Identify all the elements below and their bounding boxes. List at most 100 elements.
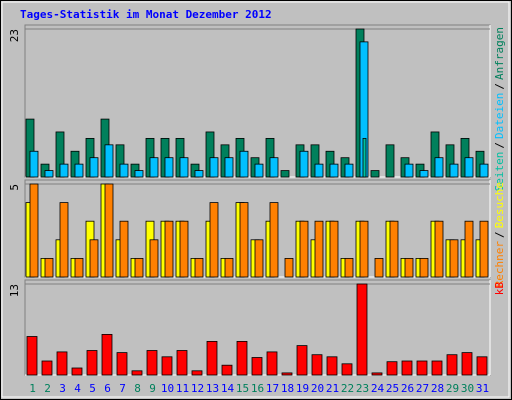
bar bbox=[29, 183, 39, 278]
bar bbox=[239, 150, 249, 178]
bar bbox=[209, 157, 219, 178]
bar bbox=[131, 370, 143, 376]
legend: kB bbox=[493, 282, 506, 296]
bar bbox=[194, 170, 204, 178]
bar bbox=[221, 364, 233, 376]
x-tick-label: 2 bbox=[44, 382, 51, 395]
panel bbox=[24, 24, 491, 178]
x-tick-label: 16 bbox=[251, 382, 264, 395]
bar bbox=[224, 157, 234, 178]
bar bbox=[329, 163, 339, 178]
bar bbox=[134, 170, 144, 178]
bar bbox=[254, 163, 264, 178]
bar bbox=[404, 257, 414, 278]
bar bbox=[224, 257, 234, 278]
x-tick-label: 30 bbox=[461, 382, 474, 395]
bar bbox=[371, 372, 383, 376]
bar bbox=[269, 202, 279, 278]
bar bbox=[146, 350, 158, 376]
x-tick-label: 21 bbox=[326, 382, 339, 395]
bar bbox=[89, 157, 99, 178]
bar bbox=[161, 356, 173, 376]
bar bbox=[149, 157, 159, 178]
x-tick-label: 11 bbox=[176, 382, 189, 395]
legend: Rechner / Besuche bbox=[493, 182, 506, 287]
bar bbox=[362, 137, 367, 178]
bar bbox=[461, 352, 473, 376]
bar bbox=[356, 283, 368, 376]
bar bbox=[314, 163, 324, 178]
bar bbox=[26, 336, 38, 376]
bar bbox=[59, 163, 69, 178]
bar bbox=[59, 202, 69, 278]
x-tick-label: 23 bbox=[356, 382, 369, 395]
x-tick-label: 26 bbox=[401, 382, 414, 395]
bar bbox=[449, 163, 459, 178]
x-tick-label: 20 bbox=[311, 382, 324, 395]
bar bbox=[479, 163, 489, 178]
bar bbox=[116, 352, 128, 376]
bar bbox=[44, 170, 54, 178]
x-tick-label: 14 bbox=[221, 382, 235, 395]
legend-entry: Dateien bbox=[493, 93, 506, 139]
bar bbox=[44, 257, 54, 278]
bar bbox=[269, 157, 279, 178]
bar bbox=[389, 220, 399, 278]
bar bbox=[134, 257, 144, 278]
legend-separator: / bbox=[493, 142, 506, 149]
bar bbox=[386, 361, 398, 376]
bar bbox=[119, 163, 129, 178]
bar bbox=[41, 360, 53, 376]
x-tick-label: 7 bbox=[119, 382, 126, 395]
x-tick-label: 18 bbox=[281, 382, 294, 395]
bar bbox=[359, 220, 369, 278]
bar bbox=[194, 257, 204, 278]
x-tick-label: 19 bbox=[296, 382, 309, 395]
legend-separator: / bbox=[493, 231, 506, 238]
bar bbox=[311, 354, 323, 376]
x-tick-label: 29 bbox=[446, 382, 459, 395]
x-tick-label: 17 bbox=[266, 382, 279, 395]
bar bbox=[104, 183, 114, 278]
bar bbox=[370, 170, 380, 178]
legend: Seiten / Dateien / Anfragen bbox=[493, 27, 506, 191]
x-tick-label: 4 bbox=[74, 382, 81, 395]
x-tick-label: 28 bbox=[431, 382, 444, 395]
x-tick-label: 31 bbox=[476, 382, 489, 395]
bar bbox=[101, 333, 113, 376]
y-tick-label: 13 bbox=[8, 284, 21, 297]
bar bbox=[329, 220, 339, 278]
x-tick-label: 13 bbox=[206, 382, 219, 395]
legend-entry: Anfragen bbox=[493, 27, 506, 80]
x-tick-label: 25 bbox=[386, 382, 399, 395]
y-tick-label: 5 bbox=[8, 184, 21, 191]
bar bbox=[404, 163, 414, 178]
bar bbox=[179, 220, 189, 278]
bar bbox=[464, 157, 474, 178]
bar bbox=[446, 354, 458, 376]
bar bbox=[284, 257, 294, 278]
bar bbox=[71, 367, 83, 376]
bar bbox=[385, 144, 395, 178]
bar bbox=[89, 239, 99, 278]
bar bbox=[164, 220, 174, 278]
bar bbox=[179, 157, 189, 178]
x-tick-label: 8 bbox=[134, 382, 141, 395]
bar bbox=[344, 257, 354, 278]
x-tick-label: 9 bbox=[149, 382, 156, 395]
bar bbox=[434, 157, 444, 178]
bar bbox=[74, 257, 84, 278]
x-tick-label: 12 bbox=[191, 382, 204, 395]
legend-separator: / bbox=[493, 83, 506, 90]
bar bbox=[239, 202, 249, 278]
x-tick-label: 1 bbox=[29, 382, 36, 395]
bar bbox=[251, 357, 263, 376]
bar bbox=[341, 363, 353, 376]
bar bbox=[206, 340, 218, 376]
bar bbox=[266, 351, 278, 376]
bar bbox=[476, 356, 488, 376]
bar bbox=[416, 360, 428, 376]
x-tick-label: 15 bbox=[236, 382, 249, 395]
bar bbox=[464, 220, 474, 278]
